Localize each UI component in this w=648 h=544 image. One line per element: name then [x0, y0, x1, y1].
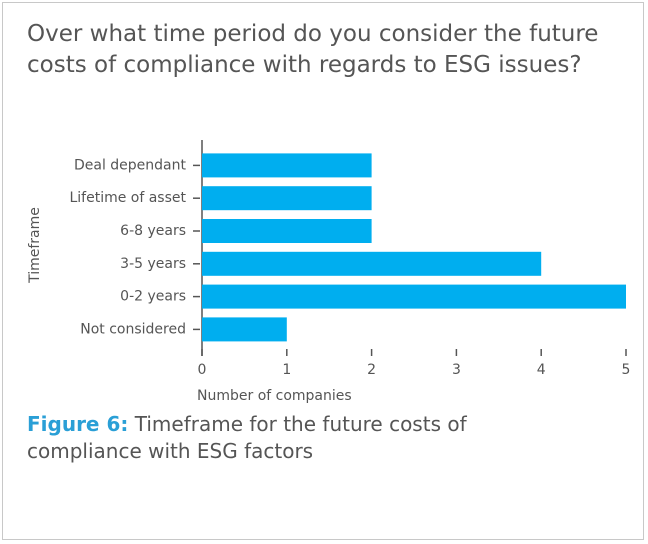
x-axis-label: Number of companies: [197, 388, 352, 404]
y-tick-label: Lifetime of asset: [69, 190, 186, 206]
bar: [202, 251, 542, 276]
x-tick-label: 4: [537, 362, 546, 378]
bar: [202, 284, 626, 309]
bar: [202, 153, 372, 178]
x-tick-label: 5: [622, 362, 631, 378]
chart-title: Over what time period do you consider th…: [27, 21, 599, 78]
x-tick-label: 1: [282, 362, 291, 378]
bar: [202, 186, 372, 211]
caption-label: Figure 6:: [27, 412, 129, 436]
bar: [202, 219, 372, 243]
caption-text: Timeframe for the future costs of compli…: [27, 412, 467, 463]
bar: [202, 317, 287, 342]
y-tick-label: Not considered: [80, 321, 186, 337]
caption: Figure 6: Timeframe for the future costs…: [27, 411, 497, 465]
x-tick-label: 0: [198, 362, 207, 378]
y-tick-label: 3-5 years: [120, 256, 186, 272]
y-tick-label: 0-2 years: [120, 289, 186, 305]
y-tick-label: 6-8 years: [120, 223, 186, 239]
x-tick-label: 3: [452, 362, 461, 378]
y-axis-label: Timeframe: [27, 207, 43, 284]
card: Over what time period do you consider th…: [2, 2, 644, 540]
y-tick-label: Deal dependant: [74, 157, 187, 173]
x-tick-label: 2: [367, 362, 376, 378]
